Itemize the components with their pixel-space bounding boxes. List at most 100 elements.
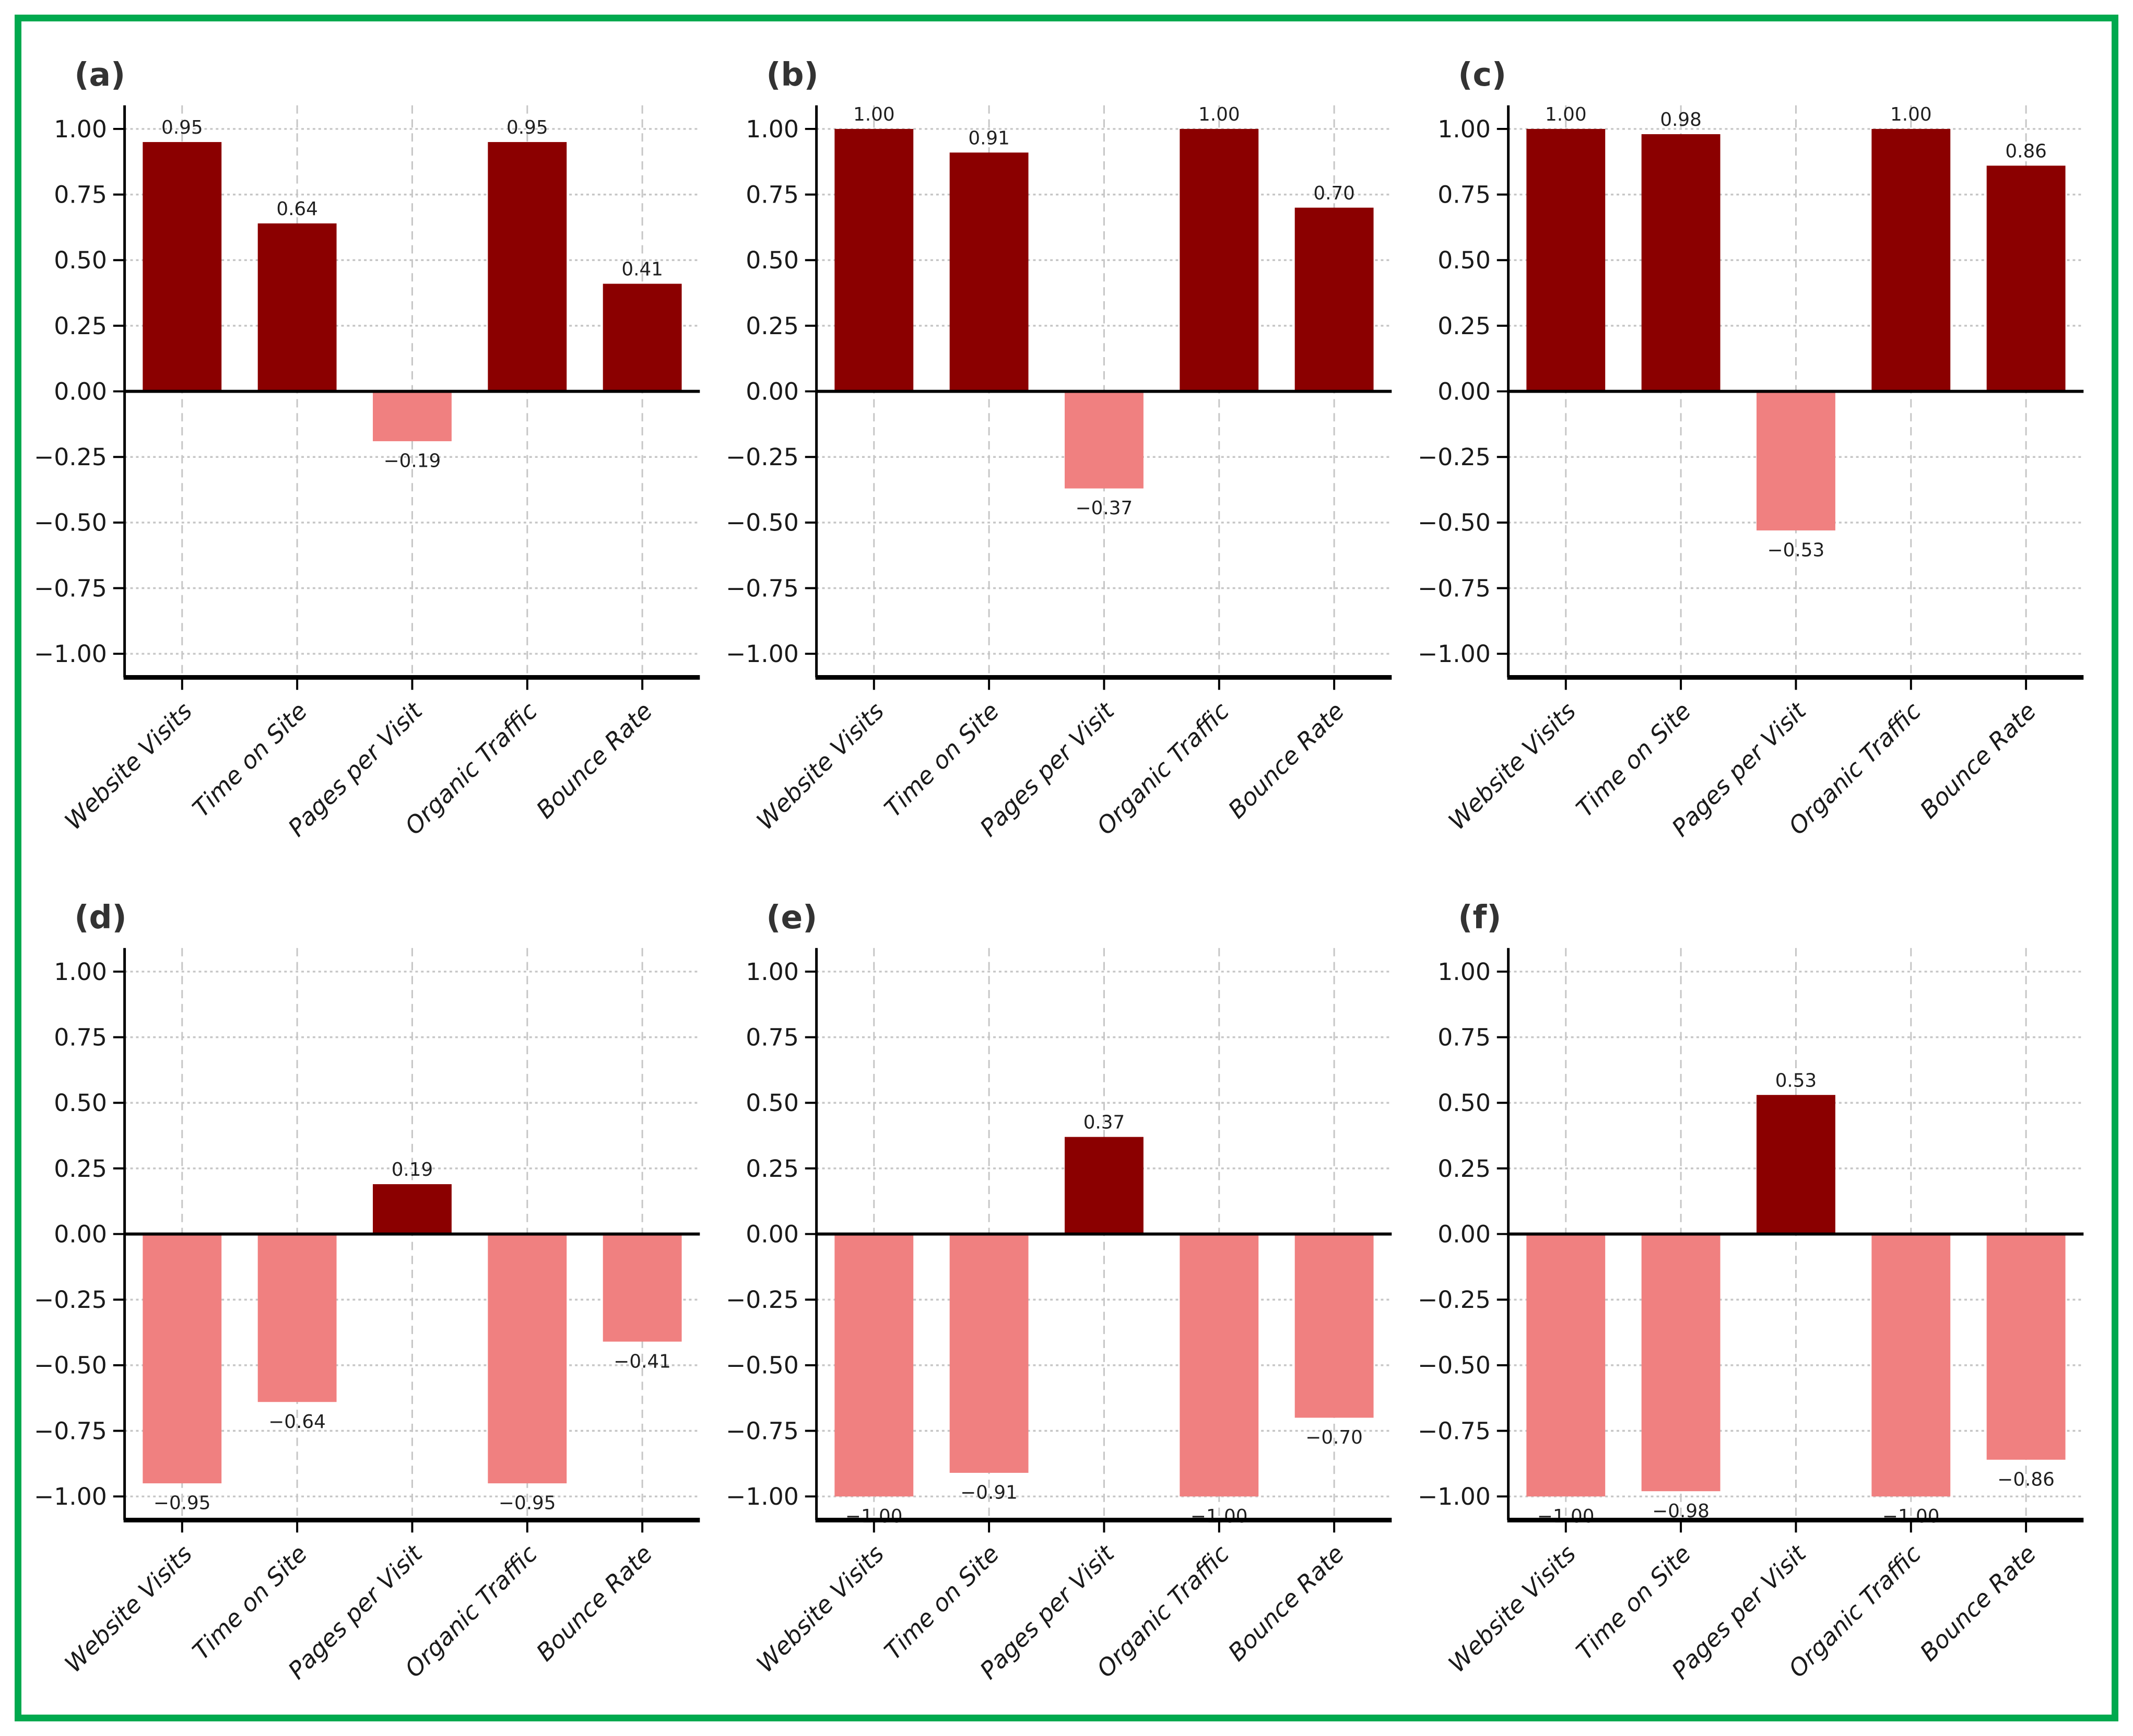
y-tick-label: 0.25 — [746, 1154, 799, 1182]
y-tick-label: −1.00 — [1418, 1483, 1491, 1510]
y-tick-label: −0.50 — [726, 509, 799, 537]
bar-positive — [603, 284, 682, 392]
x-category-label: Time on Site — [879, 1540, 1005, 1665]
chart-b: 1.00 0.75 0.50 0.25 0.00 −0.25 −0.50 −0.75 −1.00… — [726, 56, 1392, 842]
y-tick-label: −1.00 — [726, 1483, 799, 1510]
y-tick-label: −0.75 — [726, 574, 799, 602]
bar-negative — [1641, 1234, 1720, 1491]
bar-negative — [1065, 391, 1144, 489]
bar-value-label: 0.19 — [392, 1159, 433, 1180]
y-tick-label: −0.25 — [726, 443, 799, 471]
panel-letter-label: (c) — [1458, 56, 1506, 93]
bar-value-label: 0.64 — [276, 198, 318, 220]
x-category-label: Time on Site — [187, 697, 313, 822]
x-category-label: Website Visits — [60, 1540, 198, 1678]
y-tick-label: 0.00 — [54, 377, 107, 405]
chart-d: 1.00 0.75 0.50 0.25 0.00 −0.25 −0.50 −0.75 −1.00… — [34, 898, 700, 1684]
x-category-label: Bounce Rate — [1915, 1540, 2042, 1667]
y-tick-label: 0.75 — [746, 181, 799, 208]
bar-value-label: 0.37 — [1083, 1112, 1125, 1133]
bar-value-label: 0.95 — [161, 117, 203, 138]
y-tick-label: 0.75 — [746, 1023, 799, 1051]
y-tick-label: 0.75 — [1437, 181, 1491, 208]
y-tick-label: 0.00 — [1437, 1220, 1491, 1248]
bar-value-label: 1.00 — [1890, 104, 1932, 125]
panel-b: 1.00 0.75 0.50 0.25 0.00 −0.25 −0.50 −0.75 −1.00… — [721, 27, 1412, 869]
y-tick-label: −0.25 — [34, 1286, 107, 1314]
panel-letter-label: (b) — [766, 56, 818, 93]
bar-value-label: 1.00 — [1198, 104, 1240, 125]
chart-e: 1.00 0.75 0.50 0.25 0.00 −0.25 −0.50 −0.75 −1.00… — [726, 898, 1392, 1684]
bar-value-label: −0.37 — [1076, 498, 1133, 519]
y-tick-label: −0.50 — [34, 1351, 107, 1379]
y-tick-label: 0.75 — [54, 1023, 107, 1051]
y-tick-label: 0.50 — [1437, 1089, 1491, 1117]
bar-value-label: −0.53 — [1767, 540, 1824, 561]
y-tick-label: 0.50 — [54, 246, 107, 274]
y-tick-label: −1.00 — [34, 640, 107, 668]
panel-a: 1.00 0.75 0.50 0.25 0.00 −0.25 −0.50 −0.75 −1.00… — [29, 27, 721, 869]
bar-value-label: −0.95 — [154, 1492, 210, 1514]
x-category-label: Website Visits — [60, 697, 198, 835]
chart-c: 1.00 0.75 0.50 0.25 0.00 −0.25 −0.50 −0.75 −1.00… — [1418, 56, 2084, 842]
x-category-label: Website Visits — [1443, 697, 1582, 835]
y-tick-label: −0.75 — [34, 574, 107, 602]
y-tick-label: −0.50 — [1418, 1351, 1491, 1379]
bar-positive — [1065, 1137, 1144, 1234]
bar-value-label: 1.00 — [853, 104, 895, 125]
bar-positive — [949, 152, 1029, 392]
y-tick-label: 1.00 — [1437, 115, 1491, 143]
x-category-label: Website Visits — [751, 1540, 890, 1678]
bar-value-label: −0.41 — [614, 1351, 670, 1372]
figure-border-frame: 1.00 0.75 0.50 0.25 0.00 −0.25 −0.50 −0.75 −1.00… — [15, 15, 2118, 1721]
y-tick-label: −0.50 — [34, 509, 107, 537]
y-tick-label: 0.25 — [54, 1154, 107, 1182]
x-category-label: Bounce Rate — [1223, 697, 1350, 824]
bar-value-label: −0.70 — [1305, 1427, 1362, 1448]
y-tick-label: 1.00 — [746, 958, 799, 985]
y-tick-label: −0.25 — [34, 443, 107, 471]
bar-value-label: −0.95 — [499, 1492, 556, 1514]
y-tick-label: −0.25 — [1418, 1286, 1491, 1314]
panel-e: 1.00 0.75 0.50 0.25 0.00 −0.25 −0.50 −0.75 −1.00… — [721, 869, 1412, 1712]
bar-value-label: 0.86 — [2005, 140, 2047, 162]
y-tick-label: 0.25 — [1437, 312, 1491, 340]
y-tick-label: −1.00 — [34, 1483, 107, 1510]
y-tick-label: 0.50 — [1437, 246, 1491, 274]
y-tick-label: 0.75 — [54, 181, 107, 208]
y-tick-label: 0.50 — [54, 1089, 107, 1117]
y-tick-label: 0.25 — [1437, 1154, 1491, 1182]
bar-value-label: 0.41 — [621, 259, 663, 280]
bar-negative — [1871, 1234, 1951, 1496]
bar-positive — [1526, 128, 1606, 392]
bar-negative — [143, 1234, 222, 1483]
x-category-label: Time on Site — [879, 697, 1005, 822]
x-category-label: Bounce Rate — [1915, 697, 2042, 824]
y-tick-label: 0.00 — [54, 1220, 107, 1248]
bar-value-label: −0.91 — [960, 1482, 1017, 1503]
bar-positive — [1180, 128, 1259, 392]
bar-positive — [143, 142, 222, 392]
bar-positive — [834, 128, 914, 392]
y-tick-label: 0.25 — [746, 312, 799, 340]
y-tick-label: −0.75 — [726, 1417, 799, 1445]
y-tick-label: −0.25 — [726, 1286, 799, 1314]
bar-positive — [257, 223, 337, 392]
x-category-label: Time on Site — [1571, 1540, 1696, 1665]
y-tick-label: −0.75 — [1418, 574, 1491, 602]
x-category-label: Website Visits — [1443, 1540, 1582, 1678]
panel-c: 1.00 0.75 0.50 0.25 0.00 −0.25 −0.50 −0.75 −1.00… — [1412, 27, 2104, 869]
bar-negative — [1757, 391, 1835, 530]
y-tick-label: 0.75 — [1437, 1023, 1491, 1051]
y-tick-label: 1.00 — [54, 115, 107, 143]
x-category-label: Bounce Rate — [531, 697, 658, 824]
bar-value-label: 0.98 — [1660, 109, 1702, 131]
bar-positive — [1871, 128, 1951, 392]
bar-value-label: −0.64 — [268, 1411, 325, 1432]
bar-value-label: −0.19 — [384, 451, 441, 472]
bar-value-label: −0.86 — [1997, 1469, 2054, 1490]
y-tick-label: 0.00 — [746, 377, 799, 405]
panel-letter-label: (f) — [1458, 898, 1501, 936]
bar-positive — [1641, 134, 1720, 392]
